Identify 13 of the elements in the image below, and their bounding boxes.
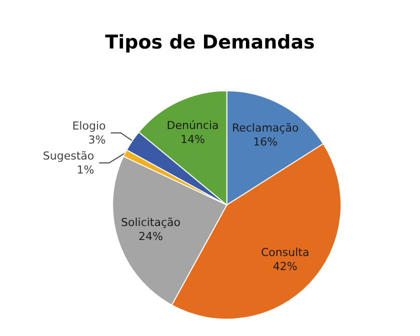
slice-label: Denúncia — [166, 119, 219, 132]
slice-label: Sugestão — [42, 149, 94, 162]
data-label: 1% — [76, 163, 94, 176]
data-label: 42% — [272, 260, 298, 274]
slice-label: Reclamação — [232, 121, 299, 134]
slice-label: Solicitação — [120, 216, 181, 230]
data-label: 3% — [88, 133, 106, 146]
slice-label: Consulta — [260, 246, 310, 260]
slice-label: Elogio — [72, 119, 106, 132]
chart-title: Tipos de Demandas — [105, 32, 315, 54]
data-label: 24% — [138, 230, 163, 244]
data-label: 14% — [180, 133, 205, 146]
data-label: 16% — [253, 135, 278, 148]
